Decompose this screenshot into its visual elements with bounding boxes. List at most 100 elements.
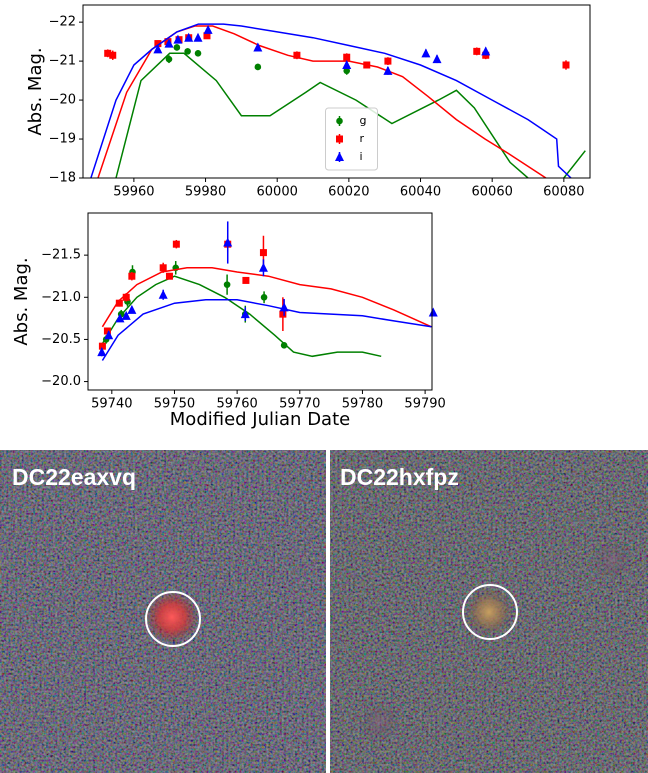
background-source [360, 702, 400, 742]
marker [128, 272, 136, 280]
background-source [592, 540, 632, 580]
marker [121, 310, 131, 320]
marker [104, 330, 114, 340]
marker [335, 152, 344, 161]
marker [280, 342, 288, 349]
marker [193, 32, 203, 42]
x-tick-label: 60060 [472, 185, 513, 200]
marker [259, 249, 267, 257]
source-circle [462, 584, 518, 640]
marker [343, 53, 351, 61]
model-line [101, 267, 432, 328]
legend: gri [325, 107, 378, 171]
marker [258, 262, 268, 272]
marker [115, 299, 123, 307]
source [465, 588, 513, 636]
x-tick-label: 60080 [543, 185, 584, 200]
y-tick-label: −21.0 [41, 290, 81, 305]
y-tick-label: −18 [49, 171, 76, 186]
marker [260, 293, 268, 301]
marker [165, 55, 173, 63]
marker [279, 310, 287, 318]
y-tick-label: −22 [49, 15, 76, 30]
marker [242, 276, 250, 284]
marker [336, 135, 343, 143]
marker [203, 32, 211, 40]
marker [172, 240, 180, 248]
marker [363, 61, 371, 69]
marker [562, 61, 570, 69]
x-tick-label: 60040 [400, 185, 441, 200]
x-tick-label: 59770 [279, 397, 320, 412]
marker [203, 24, 213, 34]
marker [153, 44, 163, 54]
marker [254, 63, 262, 71]
marker [184, 32, 194, 42]
marker [104, 49, 112, 57]
marker [127, 304, 137, 314]
legend-label: i [360, 150, 363, 163]
x-tick-label: 60000 [257, 185, 298, 200]
image-panel: DC22eaxvq [0, 450, 326, 773]
model-line [115, 52, 586, 178]
marker [421, 48, 431, 58]
x-tick-label: 59960 [113, 185, 154, 200]
marker [342, 60, 352, 70]
model-line [90, 23, 572, 178]
marker [98, 342, 106, 350]
marker [473, 47, 481, 55]
y-tick-label: −20 [49, 93, 76, 108]
y-tick-label: −20.5 [41, 332, 81, 347]
y-tick-label: −20.0 [41, 374, 81, 389]
x-tick-label: 59740 [91, 397, 132, 412]
x-tick-label: 59790 [404, 397, 445, 412]
marker [173, 34, 183, 44]
y-tick-label: −19 [49, 132, 76, 147]
marker [432, 54, 442, 64]
marker [223, 237, 233, 247]
marker [159, 264, 167, 272]
y-axis-label: Abs. Mag. [25, 47, 46, 135]
y-tick-label: −21 [49, 54, 76, 69]
marker [158, 289, 168, 299]
chart: 59960 59980 60000 60020 60040 60060 60080 −22 −2… [25, 4, 591, 200]
plot-frame [82, 4, 591, 179]
chart: 59740 59750 59760 59770 59780 59790 −21.5 −21.0… [11, 212, 446, 430]
marker [428, 307, 438, 317]
marker [343, 67, 351, 75]
marker [194, 50, 202, 57]
marker [165, 272, 173, 280]
x-tick-label: 59980 [185, 185, 226, 200]
plot-frame [87, 212, 433, 391]
legend-box [325, 107, 378, 171]
legend-label: g [360, 114, 367, 127]
marker [122, 293, 130, 301]
x-tick-label: 59760 [216, 397, 257, 412]
marker [184, 48, 191, 55]
marker [154, 40, 162, 48]
image-label: DC22eaxvq [12, 464, 136, 490]
marker [336, 117, 343, 125]
marker [293, 51, 301, 59]
source [146, 591, 198, 643]
image-label: DC22hxfpz [340, 464, 459, 490]
x-tick-label: 60020 [328, 185, 369, 200]
marker [253, 42, 263, 52]
model-line [101, 299, 432, 361]
marker [103, 327, 111, 335]
source-circle [145, 591, 201, 647]
legend-label: r [360, 132, 365, 145]
marker [164, 38, 174, 48]
marker [383, 65, 393, 75]
model-line [101, 275, 382, 358]
marker [115, 313, 125, 323]
marker [223, 281, 231, 288]
x-tick-label: 59780 [342, 397, 383, 412]
x-axis-label: Modified Julian Date [170, 409, 350, 430]
marker [240, 309, 250, 319]
image-panel: DC22hxfpz [330, 450, 648, 773]
marker [481, 46, 491, 56]
marker [279, 302, 289, 312]
y-tick-label: −21.5 [41, 248, 81, 263]
